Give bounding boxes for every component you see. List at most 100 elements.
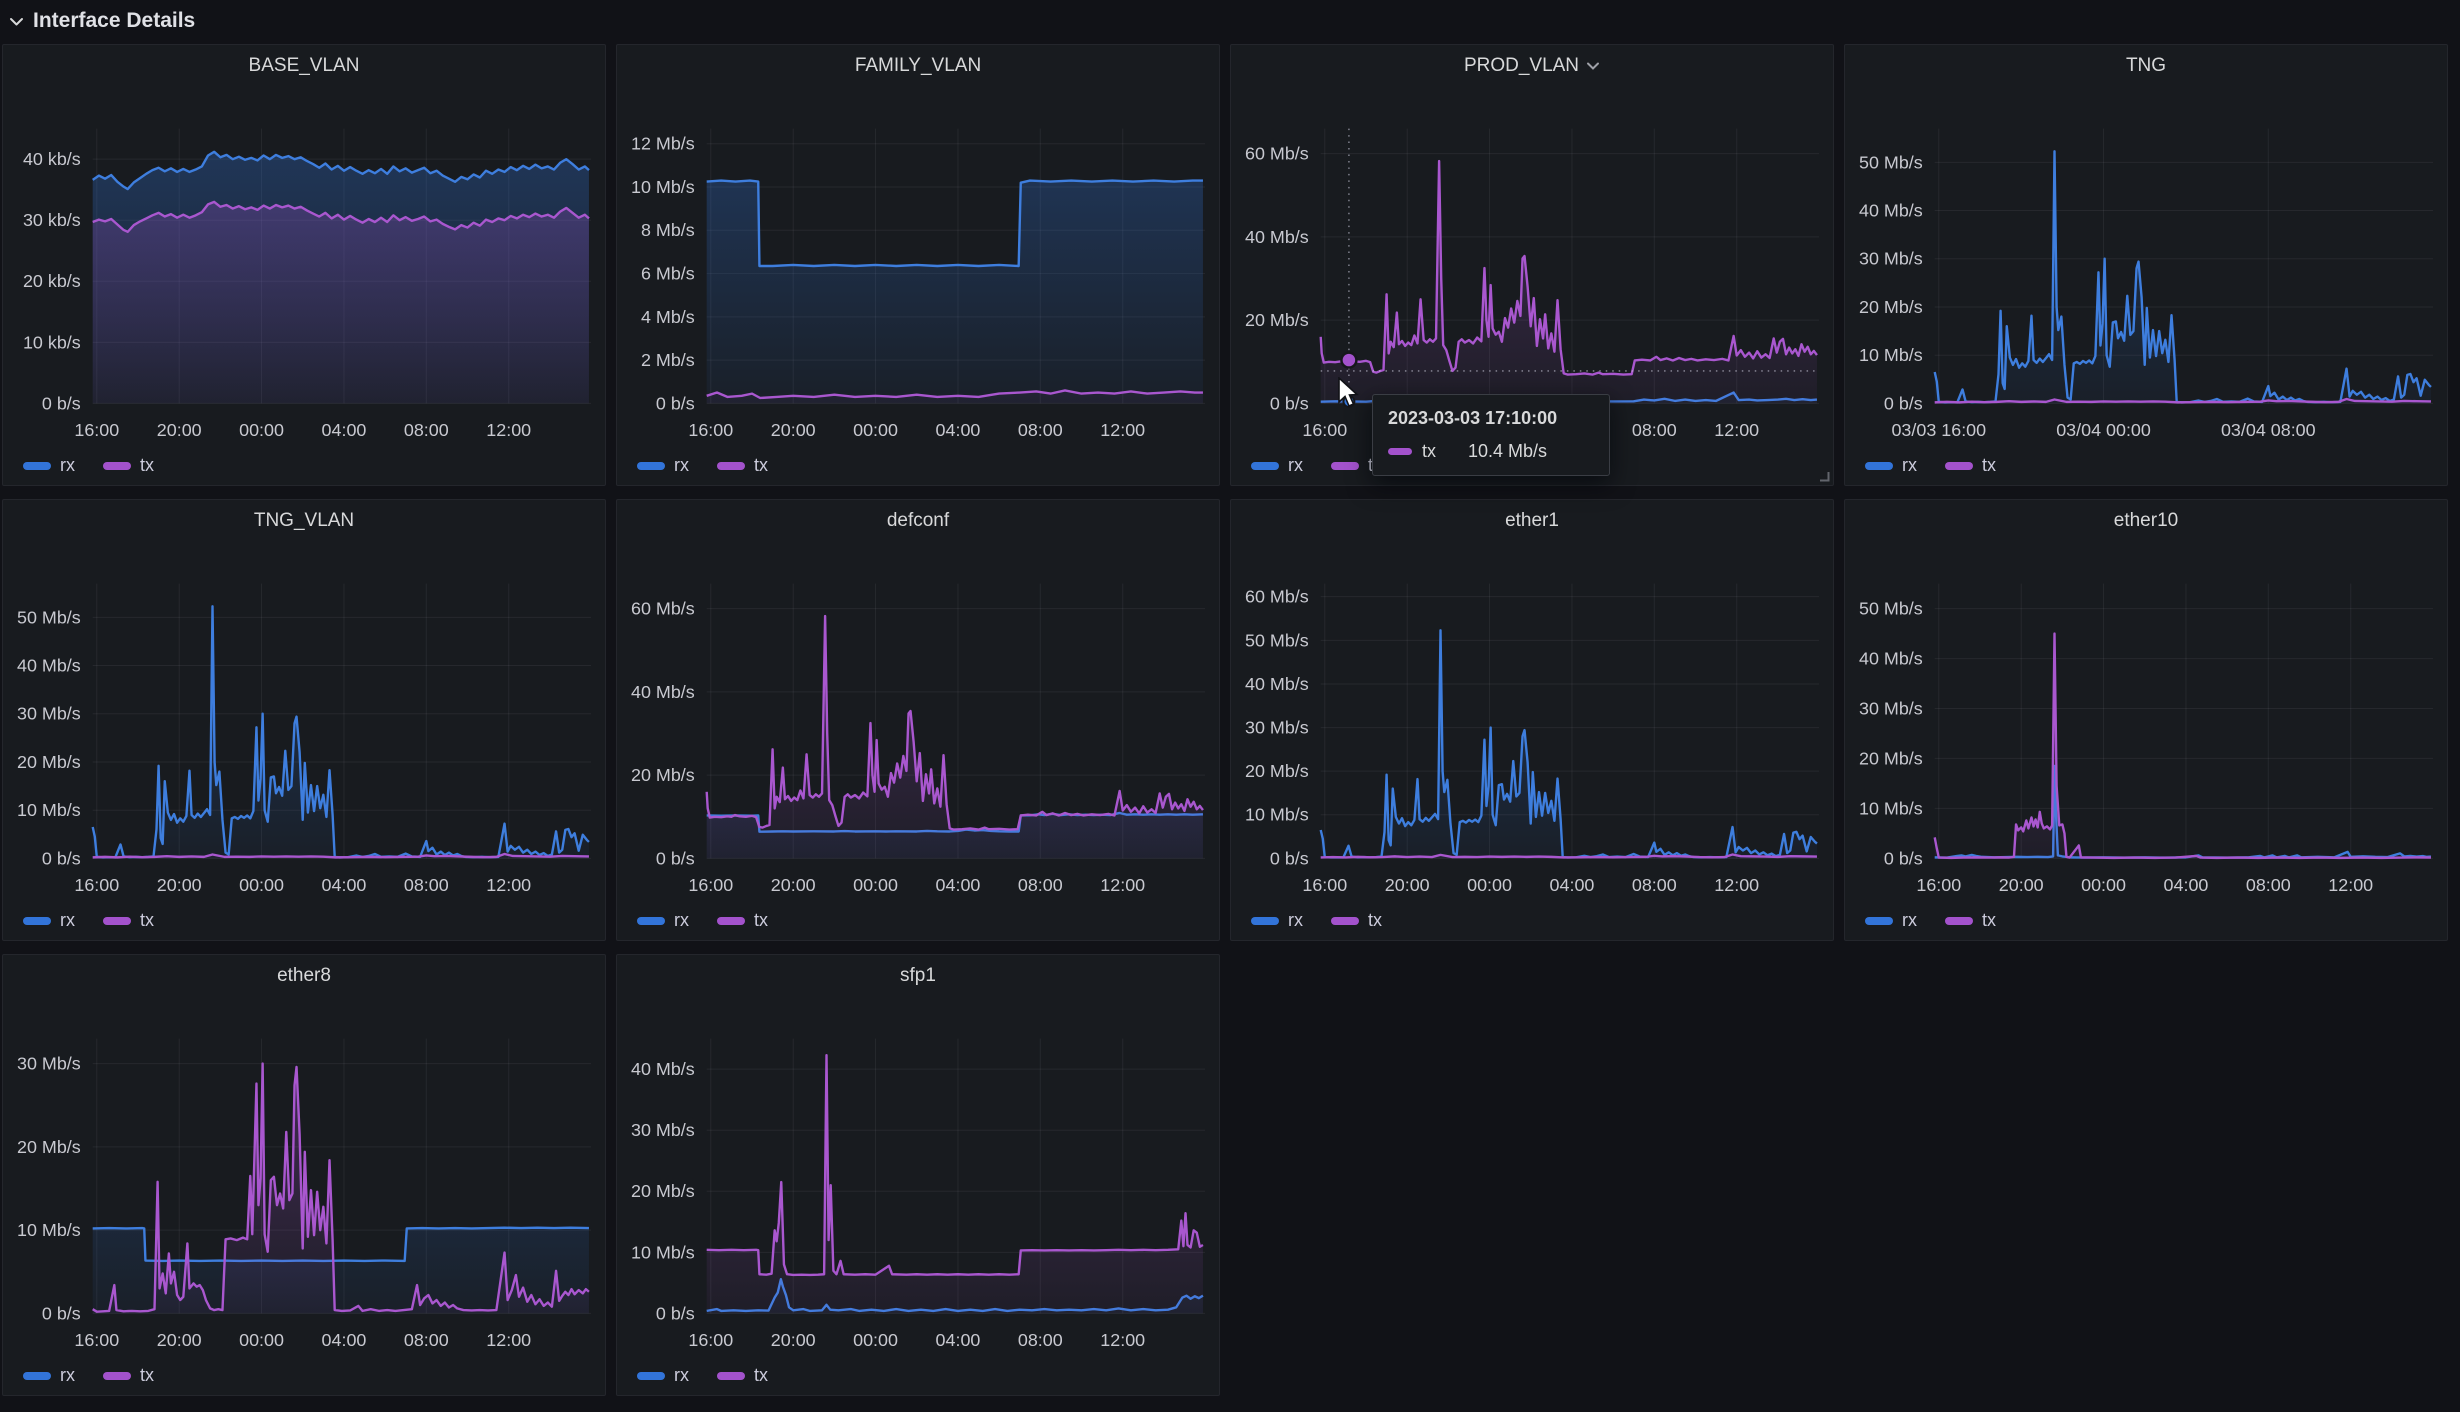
- legend-item-rx[interactable]: rx: [637, 1365, 689, 1386]
- x-tick-label: 16:00: [1302, 420, 1347, 440]
- y-tick-label: 50 Mb/s: [1859, 152, 1923, 172]
- tx-series: [92, 1062, 590, 1314]
- rx-series: [1934, 764, 2432, 859]
- y-tick-label: 30 Mb/s: [17, 704, 81, 724]
- legend-swatch-tx: [103, 916, 131, 925]
- y-tick-label: 60 Mb/s: [1245, 587, 1309, 607]
- legend-item-rx[interactable]: rx: [1251, 455, 1303, 476]
- y-tick-label: 50 Mb/s: [1859, 599, 1923, 619]
- timeseries-plot[interactable]: 0 b/s 10 Mb/s 20 Mb/s 30 Mb/s 40 Mb/s 16:00 20…: [617, 955, 1219, 1395]
- y-tick-label: 10 Mb/s: [17, 800, 81, 820]
- legend-item-tx[interactable]: tx: [103, 455, 154, 476]
- panel-title[interactable]: FAMILY_VLAN: [617, 45, 1219, 87]
- timeseries-plot[interactable]: 0 b/s 10 kb/s 20 kb/s 30 kb/s 40 kb/s 16:00 20…: [3, 45, 605, 485]
- legend-item-tx[interactable]: tx: [103, 910, 154, 931]
- legend-item-tx[interactable]: tx: [717, 1365, 768, 1386]
- panel-title-text: TNG_VLAN: [253, 510, 355, 531]
- legend-label-tx: tx: [754, 910, 769, 930]
- legend-item-rx[interactable]: rx: [1865, 910, 1917, 931]
- panel-title[interactable]: PROD_VLAN: [1231, 45, 1833, 87]
- tx-series: [1934, 397, 2431, 404]
- y-axis-labels: 0 b/s 20 Mb/s 40 Mb/s 60 Mb/s: [631, 599, 695, 869]
- legend-swatch-rx: [23, 461, 51, 470]
- legend-item-rx[interactable]: rx: [1865, 455, 1917, 476]
- timeseries-plot[interactable]: 0 b/s 10 Mb/s 20 Mb/s 30 Mb/s 40 Mb/s 50 Mb/s…: [1845, 500, 2447, 940]
- x-tick-label: 08:00: [1018, 875, 1063, 895]
- y-tick-label: 40 Mb/s: [1859, 201, 1923, 221]
- timeseries-plot[interactable]: 0 b/s 10 Mb/s 20 Mb/s 30 Mb/s 40 Mb/s 50 Mb/s…: [3, 500, 605, 940]
- legend-label-tx: tx: [754, 1365, 769, 1385]
- panel-title[interactable]: TNG: [1845, 45, 2447, 87]
- rx-series: [92, 1226, 589, 1314]
- legend-item-tx[interactable]: tx: [1331, 910, 1382, 931]
- x-tick-label: 04:00: [322, 1330, 367, 1350]
- y-tick-label: 20 Mb/s: [17, 1137, 81, 1157]
- legend-item-tx[interactable]: tx: [1945, 910, 1996, 931]
- x-tick-label: 00:00: [239, 1330, 284, 1350]
- y-tick-label: 10 kb/s: [23, 332, 81, 352]
- timeseries-plot[interactable]: 0 b/s 10 Mb/s 20 Mb/s 30 Mb/s 40 Mb/s 50 Mb/s…: [1845, 45, 2447, 485]
- legend-item-rx[interactable]: rx: [637, 910, 689, 931]
- tx-series: [92, 200, 590, 404]
- x-tick-label: 03/04 08:00: [2221, 420, 2316, 440]
- tooltip-timestamp: 2023-03-03 17:10:00: [1388, 408, 1558, 428]
- legend-item-tx[interactable]: tx: [717, 455, 768, 476]
- legend-item-rx[interactable]: rx: [23, 910, 75, 931]
- panel-ether8: ether8 0 b/s 10 Mb/s 20 Mb/s 30 Mb/s 16:00 20:…: [2, 954, 606, 1396]
- legend-item-tx[interactable]: tx: [1945, 455, 1996, 476]
- y-tick-label: 10 Mb/s: [1859, 345, 1923, 365]
- legend: rx tx: [23, 1365, 154, 1386]
- x-axis-labels: 16:00 20:00 00:00 04:00 08:00 12:00: [74, 420, 531, 440]
- y-tick-label: 0 b/s: [656, 393, 695, 413]
- y-tick-label: 30 Mb/s: [17, 1054, 81, 1074]
- y-tick-label: 10 Mb/s: [631, 1242, 695, 1262]
- panel-resize-handle[interactable]: [1817, 469, 1830, 482]
- section-title: Interface Details: [33, 9, 196, 32]
- y-tick-label: 20 Mb/s: [631, 765, 695, 785]
- legend-item-tx[interactable]: tx: [103, 1365, 154, 1386]
- y-tick-label: 12 Mb/s: [631, 134, 695, 154]
- x-tick-label: 12:00: [1100, 875, 1145, 895]
- legend-label-tx: tx: [140, 455, 155, 475]
- legend: rx tx: [637, 1365, 768, 1386]
- legend-item-rx[interactable]: rx: [23, 455, 75, 476]
- tx-series: [1933, 632, 2431, 860]
- rx-series: [706, 179, 1203, 404]
- x-tick-label: 08:00: [2246, 875, 2291, 895]
- panel-title[interactable]: defconf: [617, 500, 1219, 542]
- y-tick-label: 0 b/s: [656, 848, 695, 868]
- panel-title[interactable]: sfp1: [617, 955, 1219, 997]
- y-tick-label: 4 Mb/s: [641, 307, 695, 327]
- panel-title[interactable]: TNG_VLAN: [3, 500, 605, 542]
- row-header-interface-details[interactable]: Interface Details: [0, 0, 2460, 42]
- x-tick-label: 04:00: [2164, 875, 2209, 895]
- panel-title[interactable]: BASE_VLAN: [3, 45, 605, 87]
- x-tick-label: 20:00: [157, 875, 202, 895]
- chevron-down-icon: [10, 17, 23, 25]
- panel-title[interactable]: ether1: [1231, 500, 1833, 542]
- y-axis-labels: 0 b/s 10 kb/s 20 kb/s 30 kb/s 40 kb/s: [23, 149, 81, 413]
- timeseries-plot[interactable]: 0 b/s 10 Mb/s 20 Mb/s 30 Mb/s 16:00 20:00 00:0…: [3, 955, 605, 1395]
- legend-item-tx[interactable]: tx: [717, 910, 768, 931]
- y-axis-labels: 0 b/s 10 Mb/s 20 Mb/s 30 Mb/s 40 Mb/s 50 Mb/s: [17, 607, 81, 868]
- legend-item-rx[interactable]: rx: [637, 455, 689, 476]
- tooltip: 2023-03-03 17:10:00 tx 10.4 Mb/s: [1372, 394, 1610, 476]
- timeseries-plot[interactable]: 0 b/s 2 Mb/s 4 Mb/s 6 Mb/s 8 Mb/s 10 Mb/s 12 M…: [617, 45, 1219, 485]
- legend-label-rx: rx: [1902, 455, 1917, 475]
- y-tick-label: 20 kb/s: [23, 271, 81, 291]
- panel-title[interactable]: ether8: [3, 955, 605, 997]
- x-tick-label: 00:00: [2081, 875, 2126, 895]
- y-tick-label: 0 b/s: [656, 1303, 695, 1323]
- y-tick-label: 40 Mb/s: [1245, 227, 1309, 247]
- y-tick-label: 6 Mb/s: [641, 264, 695, 284]
- legend-item-rx[interactable]: rx: [23, 1365, 75, 1386]
- x-tick-label: 08:00: [1632, 420, 1677, 440]
- timeseries-plot[interactable]: 0 b/s 10 Mb/s 20 Mb/s 30 Mb/s 40 Mb/s 50 Mb/s…: [1231, 500, 1833, 940]
- panel-title-text: FAMILY_VLAN: [854, 55, 982, 76]
- x-axis-labels: 16:00 20:00 00:00 04:00 08:00 12:00: [688, 1330, 1145, 1350]
- panel-title[interactable]: ether10: [1845, 500, 2447, 542]
- legend: rx tx: [23, 455, 154, 476]
- y-tick-label: 40 Mb/s: [17, 656, 81, 676]
- timeseries-plot[interactable]: 0 b/s 20 Mb/s 40 Mb/s 60 Mb/s 16:00 20:00 00:0…: [617, 500, 1219, 940]
- legend-item-rx[interactable]: rx: [1251, 910, 1303, 931]
